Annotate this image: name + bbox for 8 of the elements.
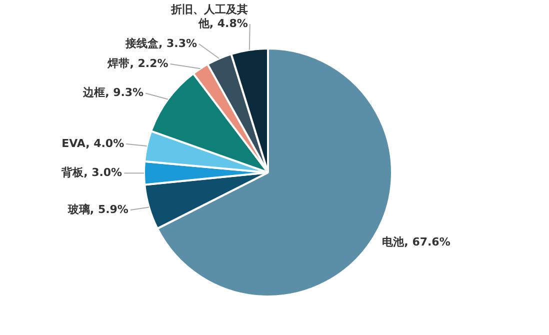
- slice-label: 电池, 67.6%: [382, 235, 450, 248]
- slice-label: EVA, 4.0%: [62, 136, 124, 150]
- slice-label: 焊带, 2.2%: [106, 56, 168, 70]
- slice-label: 边框, 9.3%: [82, 86, 144, 100]
- slice-label: 接线盒, 3.3%: [124, 36, 198, 50]
- slice-label: 玻璃, 5.9%: [66, 202, 128, 216]
- slice-label: 折旧、人工及其他, 4.8%: [170, 2, 248, 30]
- slice-label: 背板, 3.0%: [60, 166, 122, 179]
